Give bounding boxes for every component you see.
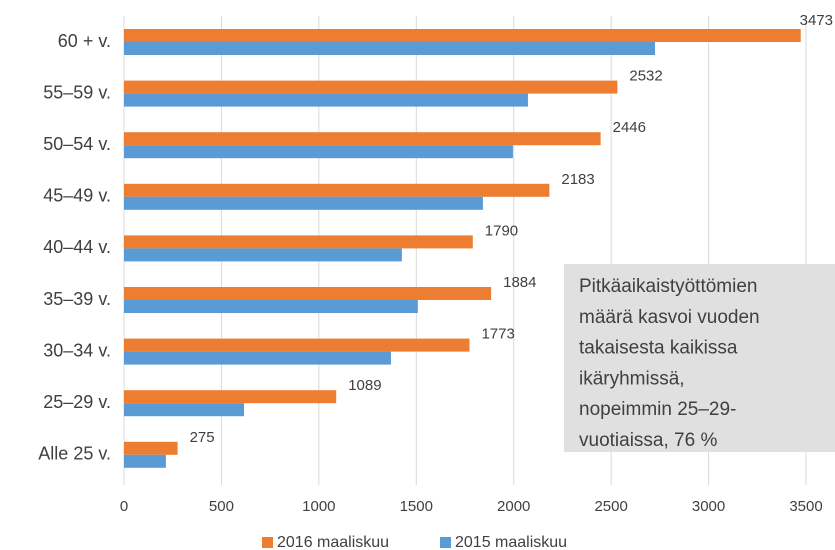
y-tick-label: 55–59 v. [43, 82, 111, 102]
bar [124, 351, 391, 365]
bar [124, 248, 402, 262]
annotation-box [564, 264, 835, 452]
bar [124, 42, 655, 55]
annotation-text: Pitkäaikaistyöttömien [579, 276, 757, 297]
y-tick-label: 30–34 v. [43, 340, 111, 360]
legend-swatch [440, 537, 451, 548]
data-label: 2183 [561, 171, 594, 188]
y-tick-label: 40–44 v. [43, 237, 111, 257]
bar [124, 235, 473, 249]
x-tick-label: 3000 [692, 498, 725, 515]
data-label: 2532 [629, 68, 662, 85]
x-tick-label: 3500 [789, 498, 822, 515]
bar [124, 454, 166, 468]
x-tick-label: 1500 [400, 498, 433, 515]
y-tick-label: 25–29 v. [43, 392, 111, 412]
bar [124, 441, 178, 455]
data-label: 1884 [503, 274, 536, 291]
legend-label: 2015 maaliskuu [455, 534, 567, 550]
annotation-text: määrä kasvoi vuoden [579, 307, 760, 328]
x-tick-label: 0 [120, 498, 128, 515]
annotation-text: ikäryhmissä, [579, 368, 685, 389]
bar [124, 287, 492, 300]
annotation-text: takaisesta kaikissa [579, 338, 738, 359]
y-tick-label: 60 + v. [58, 31, 111, 51]
bar [124, 132, 601, 146]
data-label: 3473 [800, 12, 833, 29]
data-label: 1089 [348, 377, 381, 394]
y-tick-label: 50–54 v. [43, 134, 111, 154]
bar [124, 183, 550, 197]
bar [124, 300, 418, 313]
annotation-text: nopeimmin 25–29- [579, 399, 736, 420]
data-label: 1790 [485, 222, 518, 239]
bar [124, 403, 245, 417]
data-label: 2446 [613, 119, 646, 136]
y-tick-label: 35–39 v. [43, 289, 111, 309]
bar [124, 80, 618, 94]
bar [124, 145, 513, 159]
legend-label: 2016 maaliskuu [277, 534, 389, 550]
x-tick-label: 500 [209, 498, 234, 515]
bar [124, 338, 470, 352]
legend-swatch [262, 537, 273, 548]
y-tick-label: 45–49 v. [43, 186, 111, 206]
bar [124, 196, 483, 210]
x-tick-label: 2500 [594, 498, 627, 515]
bar [124, 390, 337, 404]
data-label: 275 [190, 429, 215, 446]
x-tick-label: 2000 [497, 498, 530, 515]
annotation-text: vuotiaissa, 76 % [579, 430, 717, 451]
bar [124, 29, 801, 42]
y-tick-label: Alle 25 v. [38, 444, 111, 464]
data-label: 1773 [481, 326, 514, 343]
bar [124, 93, 528, 107]
x-tick-label: 1000 [302, 498, 335, 515]
